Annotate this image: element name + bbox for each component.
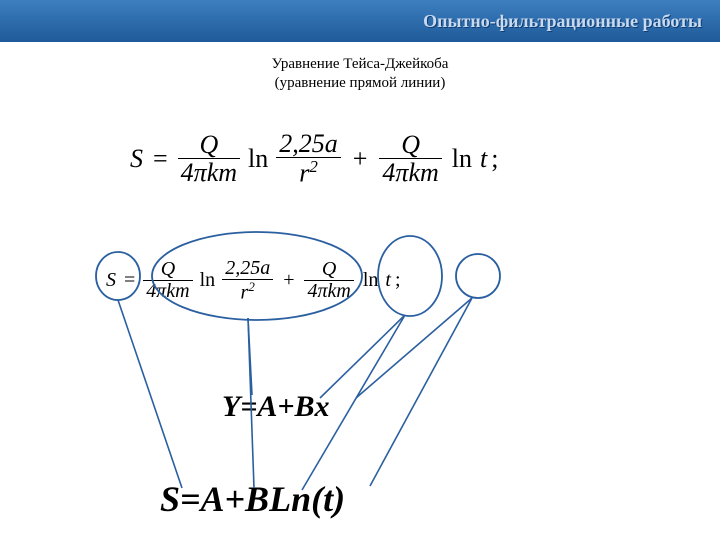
eq1-semicolon: ; (491, 144, 498, 174)
slide-header: Опытно-фильтрационные работы (0, 0, 720, 42)
eq1-frac-225a-r2: 2,25a r2 (276, 130, 341, 187)
eq2-225a: 2,25a (222, 258, 273, 279)
eq1-r2: r2 (276, 157, 341, 187)
eq2-t: t (385, 269, 391, 292)
eq2-frac-Q-4pikm-1: Q 4πkm (143, 259, 192, 302)
subtitle-line-1: Уравнение Тейса-Джейкоба (272, 56, 449, 72)
eq2-4pikm-2: 4πkm (304, 280, 353, 302)
eq1-Q-1: Q (178, 131, 240, 158)
eq1-225a: 2,25a (276, 130, 341, 157)
eq1-t: t (480, 144, 487, 174)
eq1-4pikm-1: 4πkm (178, 158, 240, 186)
eq1-Q-2: Q (379, 131, 441, 158)
eq2-ln-2: ln (363, 269, 379, 292)
eq1-S: S (130, 144, 143, 174)
equation-linear-sablnt: S=A+BLn(t) (160, 478, 345, 520)
eq1-plus: + (353, 144, 368, 174)
eq2-plus: + (283, 269, 294, 292)
eq2-semicolon: ; (395, 269, 401, 292)
eq1-4pikm-2: 4πkm (379, 158, 441, 186)
eq1-frac-Q-4pikm-2: Q 4πkm (379, 131, 441, 187)
eq2-r2: r2 (222, 279, 273, 304)
eq1-ln-2: ln (452, 144, 472, 174)
eq2-S: S (106, 269, 116, 292)
equation-theis-jacob-large: S = Q 4πkm ln 2,25a r2 + Q 4πkm ln t ; (130, 130, 498, 187)
eq2-frac-Q-4pikm-2: Q 4πkm (304, 259, 353, 302)
eq2-frac-225a-r2: 2,25a r2 (222, 258, 273, 304)
equation-theis-jacob-annotated: S = Q 4πkm ln 2,25a r2 + Q 4πkm ln t ; (106, 258, 401, 304)
eq2-Q-1: Q (143, 259, 192, 280)
eq1-equals: = (153, 144, 168, 174)
eq1-ln-1: ln (248, 144, 268, 174)
slide-title: Опытно-фильтрационные работы (423, 11, 702, 32)
eq2-4pikm-1: 4πkm (143, 280, 192, 302)
eq1-frac-Q-4pikm-1: Q 4πkm (178, 131, 240, 187)
eq2-ln-1: ln (200, 269, 216, 292)
eq2-Q-2: Q (304, 259, 353, 280)
equation-linear-yabx: Y=A+Bx (222, 390, 330, 424)
eq2-equals: = (124, 269, 135, 292)
subtitle-block: Уравнение Тейса-Джейкоба (уравнение прям… (190, 55, 530, 93)
subtitle-line-2: (уравнение прямой линии) (275, 75, 446, 91)
